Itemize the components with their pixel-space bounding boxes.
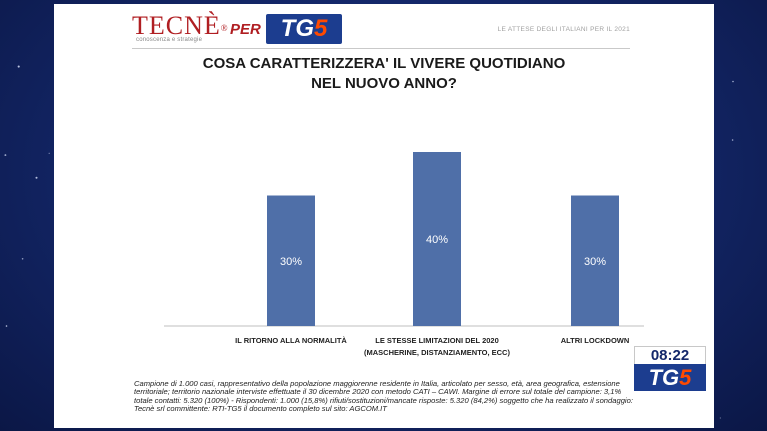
bar-data-label: 30% [280, 256, 302, 268]
bar [267, 195, 315, 326]
tg5-logo: TG 5 [266, 14, 342, 44]
slide-header: TECNÈ® conoscenza e strategie PER TG 5 LE… [54, 4, 714, 50]
star [35, 176, 38, 179]
header-divider [132, 48, 630, 49]
chart-title-line-1: COSA CARATTERIZZERA' IL VIVERE QUOTIDIAN… [202, 55, 566, 72]
survey-footnote: Campione di 1.000 casi, rappresentativo … [134, 379, 633, 413]
broadcast-clock: 08:22 [634, 346, 706, 365]
category-label: LE STESSE LIMITAZIONI DEL 2020 [375, 336, 499, 345]
star [731, 139, 734, 141]
bar-data-label: 30% [584, 256, 606, 268]
bar-chart: 30% IL RITORNO ALLA NORMALITÀ 40% LE STESSE… [164, 152, 644, 357]
chart-title-line-2: NEL NUOVO ANNO? [311, 75, 457, 92]
chart-title: COSA CARATTERIZZERA' IL VIVERE QUOTIDIAN… [54, 54, 714, 94]
tg5-corner-logo: TG 5 [634, 364, 706, 391]
tecne-logo: TECNÈ® [132, 11, 229, 40]
star [4, 154, 7, 157]
survey-slide: TECNÈ® conoscenza e strategie PER TG 5 LE… [54, 4, 714, 428]
category-label: (MASCHERINE, DISTANZIAMENTO, ECC) [364, 348, 510, 357]
category-label: IL RITORNO ALLA NORMALITÀ [235, 336, 347, 345]
star [5, 325, 8, 327]
bar [413, 152, 461, 326]
category-label: ALTRI LOCKDOWN [561, 336, 630, 345]
star [17, 65, 20, 68]
bar-data-label: 40% [426, 234, 448, 246]
star [48, 152, 50, 154]
per-label: PER [230, 21, 261, 38]
tecne-tagline: conoscenza e strategie [136, 37, 203, 43]
star [719, 417, 721, 419]
header-note: LE ATTESE DEGLI ITALIANI PER IL 2021 [497, 26, 630, 33]
bar [571, 195, 619, 326]
star [732, 80, 734, 83]
star [21, 258, 24, 260]
